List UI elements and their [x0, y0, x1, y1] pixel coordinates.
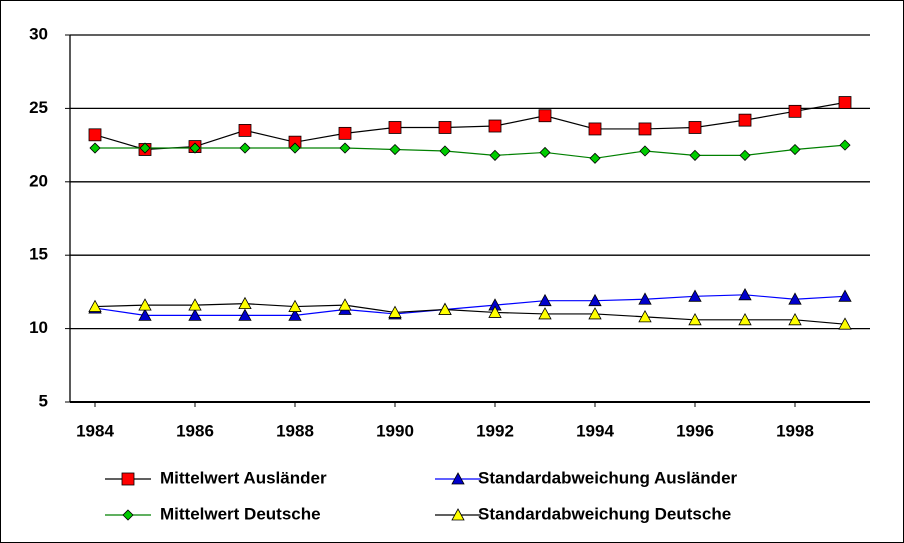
legend-marker — [122, 509, 134, 521]
data-point — [739, 149, 751, 161]
legend-label: Standardabweichung Deutsche — [478, 504, 731, 523]
series-line — [94, 303, 846, 325]
legend-marker — [451, 508, 465, 521]
data-point — [738, 288, 752, 301]
data-point — [539, 146, 551, 159]
data-point — [239, 142, 251, 154]
data-point — [838, 317, 852, 330]
data-point — [238, 296, 252, 310]
data-point — [688, 312, 702, 326]
data-point — [339, 142, 351, 154]
y-tick-label: 10 — [29, 318, 48, 337]
data-point — [138, 308, 152, 321]
data-point — [289, 142, 301, 154]
data-point — [138, 298, 152, 311]
data-point — [638, 310, 652, 323]
data-point — [388, 121, 402, 134]
x-tick-label: 1988 — [276, 421, 314, 440]
data-point — [88, 128, 102, 142]
data-point — [788, 312, 802, 326]
data-point — [438, 302, 452, 315]
data-point — [838, 96, 852, 109]
data-point — [589, 152, 601, 164]
data-point — [488, 305, 502, 318]
data-point — [238, 124, 252, 137]
data-point — [139, 142, 151, 154]
data-point — [489, 149, 501, 161]
data-point — [588, 307, 602, 320]
data-point — [839, 139, 851, 151]
x-tick-label: 1994 — [576, 421, 614, 440]
x-tick-label: 1992 — [476, 421, 514, 440]
data-point — [189, 142, 201, 154]
y-tick-label: 5 — [39, 391, 48, 410]
data-point — [88, 299, 102, 312]
legend-marker — [121, 472, 135, 486]
data-point — [288, 299, 302, 312]
data-point — [538, 109, 552, 123]
series-line — [94, 294, 846, 316]
data-point — [838, 289, 852, 302]
data-point — [638, 292, 652, 305]
data-point — [188, 298, 202, 311]
data-point — [388, 305, 402, 318]
data-point — [738, 312, 752, 326]
data-point — [638, 122, 652, 136]
data-point — [488, 119, 502, 133]
x-tick-label: 1986 — [176, 421, 214, 440]
series-line — [94, 101, 846, 151]
data-point — [389, 143, 401, 156]
data-point — [788, 292, 802, 305]
y-tick-label: 20 — [29, 171, 48, 190]
data-point — [439, 145, 451, 157]
y-tick-label: 25 — [29, 98, 48, 117]
data-point — [789, 143, 801, 156]
data-point — [738, 113, 752, 127]
data-point — [588, 122, 602, 136]
x-tick-label: 1996 — [676, 421, 714, 440]
legend-label: Mittelwert Ausländer — [160, 468, 327, 487]
data-point — [538, 307, 552, 320]
legend-label: Mittelwert Deutsche — [160, 504, 321, 523]
data-point — [188, 308, 202, 321]
data-point — [338, 126, 352, 140]
data-point — [438, 121, 452, 134]
data-point — [689, 149, 701, 161]
data-point — [588, 293, 602, 307]
x-tick-label: 1990 — [376, 421, 414, 440]
data-point — [288, 308, 302, 321]
data-point — [788, 104, 802, 118]
data-point — [688, 289, 702, 302]
data-point — [89, 142, 101, 154]
data-point — [639, 145, 651, 157]
data-point — [238, 308, 252, 321]
data-point — [338, 298, 352, 311]
y-tick-label: 30 — [29, 24, 48, 43]
legend-label: Standardabweichung Ausländer — [478, 468, 738, 487]
series-line — [95, 144, 846, 159]
data-point — [538, 293, 552, 307]
x-tick-label: 1998 — [776, 421, 814, 440]
data-point — [688, 121, 702, 134]
y-tick-label: 15 — [29, 245, 48, 264]
x-tick-label: 1984 — [76, 421, 114, 440]
legend-marker — [451, 472, 465, 485]
